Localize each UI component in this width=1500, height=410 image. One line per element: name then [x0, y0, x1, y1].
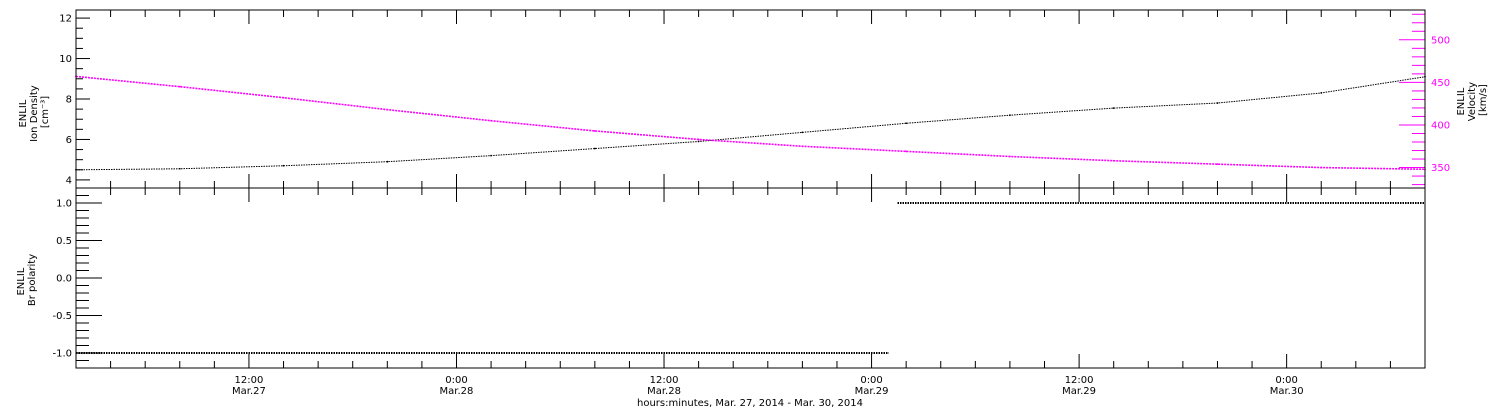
density-tick-label: 8	[66, 95, 72, 106]
time-axis-ticks: 12:00Mar.270:00Mar.2812:00Mar.280:00Mar.…	[75, 10, 1426, 397]
velocity-tick-label: 350	[1431, 163, 1450, 174]
velocity-point-12	[1320, 166, 1323, 169]
bottom-panel-frame	[75, 187, 1426, 369]
velocity-point-6	[697, 138, 700, 141]
velocity-point-3	[386, 108, 389, 111]
density-tick-label: 6	[66, 135, 72, 146]
velocity-point-10	[1112, 159, 1115, 162]
velocity-point-5	[593, 130, 596, 132]
time-tick-label: 12:00	[1065, 375, 1094, 386]
ion-density-point-5	[593, 147, 596, 150]
velocity-point-9	[1009, 155, 1011, 158]
polarity-axis-ticks: -1.0 -0.5 0.0 0.5 1.0	[52, 195, 102, 361]
ion-density-point-2	[282, 164, 285, 167]
time-tick-label: 0:00	[1275, 375, 1297, 386]
polarity-tick-label: 0.5	[56, 236, 72, 247]
velocity-point-2	[282, 96, 285, 99]
time-tick-label: 0:00	[445, 375, 467, 386]
polarity-tick-label: -1.0	[52, 349, 72, 360]
density-axis-ticks: 4 6 8 10 12	[59, 14, 90, 186]
ion-density-point-12	[1320, 92, 1323, 94]
polarity-tick-label: 1.0	[56, 199, 72, 210]
velocity-tick-label: 400	[1431, 120, 1450, 131]
velocity-line	[75, 75, 1426, 171]
velocity-tick-label: 450	[1431, 78, 1450, 89]
time-tick-label: 12:00	[235, 375, 264, 386]
density-tick-label: 4	[66, 175, 72, 186]
ion-density-line	[75, 76, 1426, 171]
top-panel-frame	[75, 9, 1426, 189]
ion-density-point-8	[905, 122, 908, 125]
ion-density-point-1	[178, 167, 181, 170]
velocity-tick-label: 500	[1431, 35, 1450, 46]
br-polarity-panel: -1.0 -0.5 0.0 0.5 1.0	[52, 187, 1426, 369]
polarity-tick-label: -0.5	[52, 311, 72, 322]
date-tick-label: Mar.29	[1062, 386, 1096, 397]
ion-density-point-4	[490, 154, 492, 157]
polarity-axis-title: ENLIL Br polarity	[16, 254, 38, 306]
ion-density-point-10	[1112, 107, 1115, 110]
date-tick-label: Mar.30	[1270, 386, 1304, 397]
density-tick-label: 12	[59, 14, 72, 25]
velocity-point-8	[905, 150, 908, 153]
velocity-point-1	[178, 85, 181, 88]
time-tick-label: 12:00	[650, 375, 679, 386]
density-axis-title: ENLIL Ion Density [cm⁻³]	[18, 82, 51, 142]
velocity-axis-title: ENLIL Velocity [km/s]	[1456, 79, 1489, 121]
ion-density-point-7	[801, 131, 804, 134]
density-tick-label: 10	[59, 54, 72, 65]
ion-density-velocity-panel: 4 6 8 10 12 350 400 450 500	[59, 9, 1450, 189]
ion-density-point-6	[697, 140, 700, 143]
date-tick-label: Mar.27	[232, 386, 266, 397]
velocity-point-11	[1216, 163, 1219, 166]
time-tick-label: 0:00	[860, 375, 882, 386]
time-axis-title: hours:minutes, Mar. 27, 2014 - Mar. 30, …	[637, 398, 863, 409]
ion-density-point-9	[1009, 114, 1011, 117]
date-tick-label: Mar.29	[855, 386, 889, 397]
date-tick-label: Mar.28	[647, 386, 681, 397]
ion-density-point-3	[386, 160, 389, 163]
velocity-point-7	[801, 145, 804, 148]
polarity-tick-label: 0.0	[56, 274, 72, 285]
date-tick-label: Mar.28	[440, 386, 474, 397]
ion-density-point-11	[1216, 102, 1219, 104]
velocity-point-4	[490, 119, 492, 122]
